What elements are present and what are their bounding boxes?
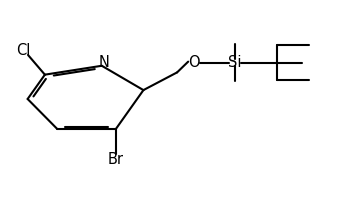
- Text: Cl: Cl: [16, 43, 30, 58]
- Text: N: N: [99, 55, 110, 70]
- Text: Br: Br: [108, 152, 124, 167]
- Text: O: O: [188, 55, 200, 70]
- Text: Si: Si: [228, 55, 241, 70]
